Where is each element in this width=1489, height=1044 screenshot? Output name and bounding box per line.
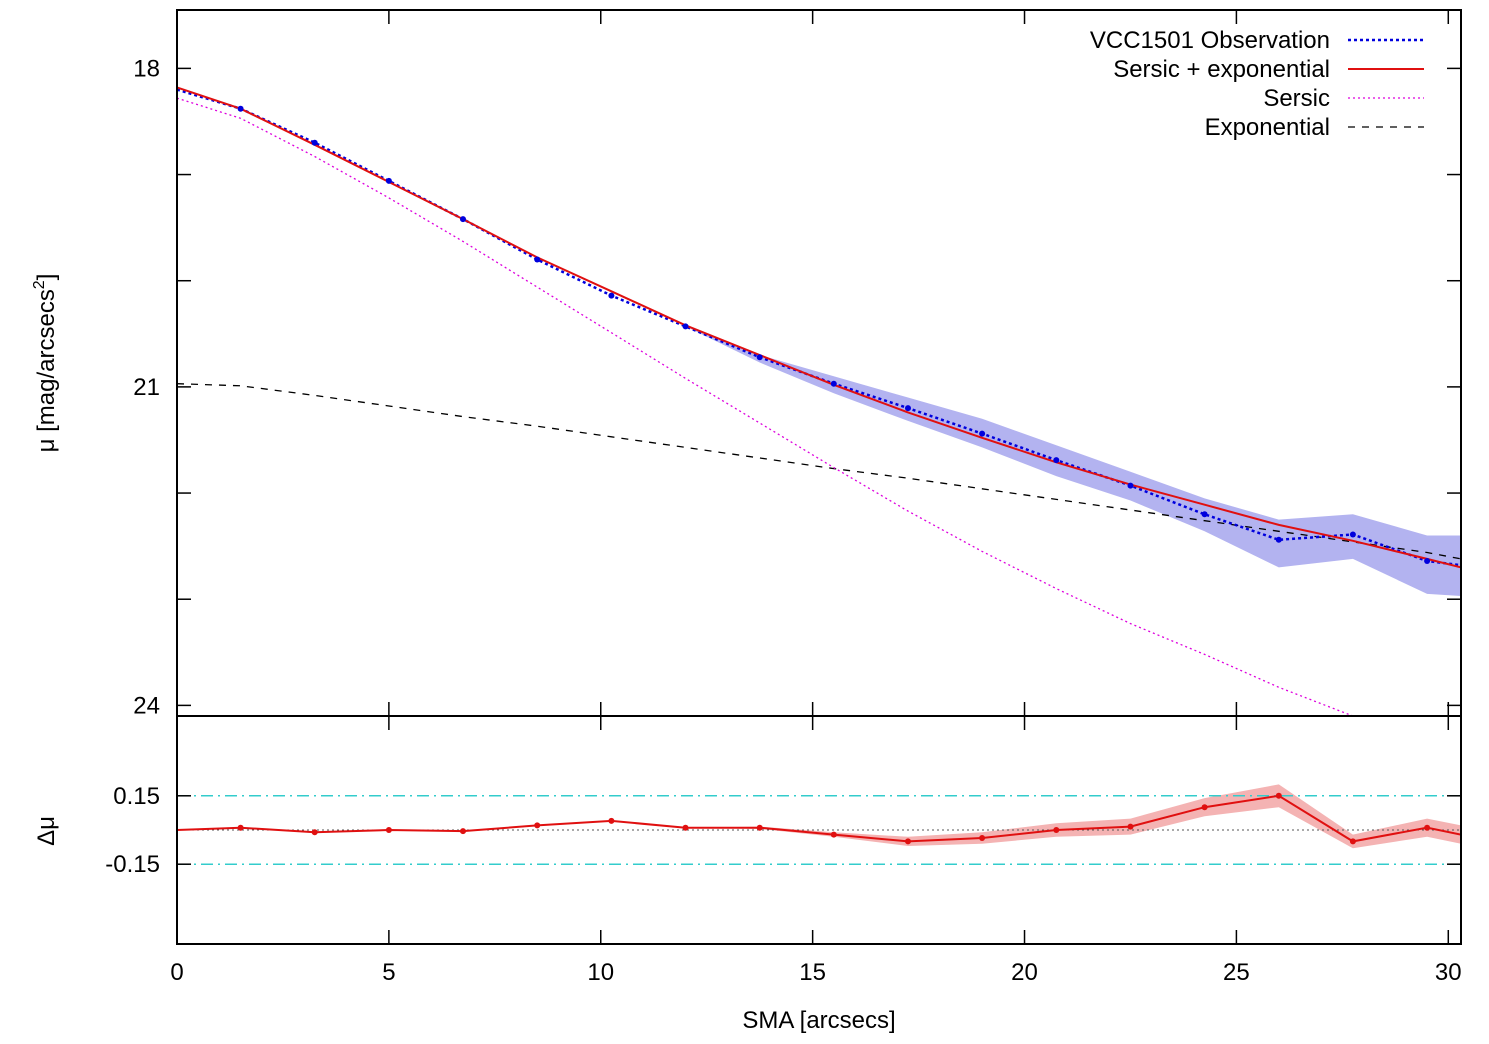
residual-point: [830, 831, 837, 838]
observation-point: [311, 139, 318, 146]
observation-error-band-group: [177, 89, 1461, 596]
top-y-axis-title: μ [mag/arcsecs2]: [31, 274, 60, 453]
x-tick-label: 20: [1011, 959, 1038, 986]
residual-point: [979, 835, 986, 841]
x-tick-label: 5: [382, 959, 395, 986]
observation-point: [1053, 457, 1060, 464]
observation-point: [460, 216, 466, 223]
observation-point: [830, 380, 837, 387]
x-tick-label: 10: [587, 959, 614, 986]
observation-point: [979, 430, 986, 437]
residual-point: [905, 838, 911, 845]
residual-error-band: [177, 784, 1461, 849]
observation-point: [682, 323, 689, 330]
residual-error-band-group: [177, 784, 1461, 849]
series-line-vcc1501-observation: [177, 88, 1461, 567]
residual-panel: -0.15 0.15 0 5 10 15 20 25 30: [105, 715, 1462, 986]
top-y-tick-label: 21: [133, 374, 160, 401]
observation-point: [905, 405, 911, 412]
residual-point: [311, 829, 318, 836]
residual-plot-frame: [176, 715, 1462, 945]
observation-point: [756, 354, 763, 361]
bottom-y-axis-title: Δμ: [33, 816, 60, 846]
residual-point: [682, 824, 689, 831]
observation-point: [608, 292, 615, 299]
observation-point: [1201, 511, 1208, 518]
residual-point: [460, 828, 466, 835]
residual-point: [534, 822, 541, 829]
residual-point: [1275, 792, 1282, 799]
observation-point: [1424, 558, 1431, 564]
legend-label: VCC1501 Observation: [1090, 27, 1330, 54]
x-tick-label: 0: [170, 959, 183, 986]
x-axis-title: SMA [arcsecs]: [742, 1007, 895, 1034]
series-line-sersic: [177, 97, 1355, 716]
series-line-sersic-exponential: [177, 86, 1461, 569]
bottom-y-tick-label: -0.15: [105, 851, 160, 878]
residual-point: [237, 824, 244, 831]
legend-label: Sersic + exponential: [1113, 56, 1330, 83]
top-y-tick-label: 24: [133, 692, 160, 719]
residual-ticks-group: -0.15 0.15 0 5 10 15 20 25 30: [105, 716, 1462, 986]
x-tick-label: 30: [1435, 959, 1462, 986]
bottom-y-tick-label: 0.15: [113, 783, 160, 810]
x-tick-label: 25: [1223, 959, 1250, 986]
observation-point: [1127, 482, 1134, 489]
residual-markers-group: [237, 792, 1431, 845]
observation-point: [1275, 536, 1282, 543]
residual-point: [1201, 804, 1208, 811]
top-y-axis-title-tail: ]: [33, 274, 60, 281]
top-y-axis-title-superscript: 2: [31, 280, 48, 289]
observation-markers-group: [237, 105, 1431, 564]
x-tick-label: 15: [799, 959, 826, 986]
observation-point: [385, 177, 392, 184]
residual-point: [1127, 823, 1134, 830]
top-y-tick-label: 18: [133, 55, 160, 82]
series-line-exponential: [177, 383, 1461, 560]
legend-label: Exponential: [1205, 114, 1330, 141]
residual-point: [385, 827, 392, 833]
observation-point: [1349, 531, 1356, 538]
observation-point: [534, 256, 541, 263]
observation-point: [237, 105, 244, 112]
profile-lines-group: [177, 86, 1461, 716]
residual-point: [1349, 838, 1356, 845]
legend-label: Sersic: [1263, 85, 1330, 112]
residual-point: [756, 824, 763, 831]
profile-ticks-group: 18 21 24: [133, 10, 1461, 719]
top-y-axis-title-main: μ [mag/arcsecs: [33, 289, 60, 452]
residual-point: [608, 817, 615, 824]
residual-point: [1424, 824, 1431, 831]
observation-error-band: [177, 89, 1461, 596]
residual-point: [1053, 827, 1060, 833]
